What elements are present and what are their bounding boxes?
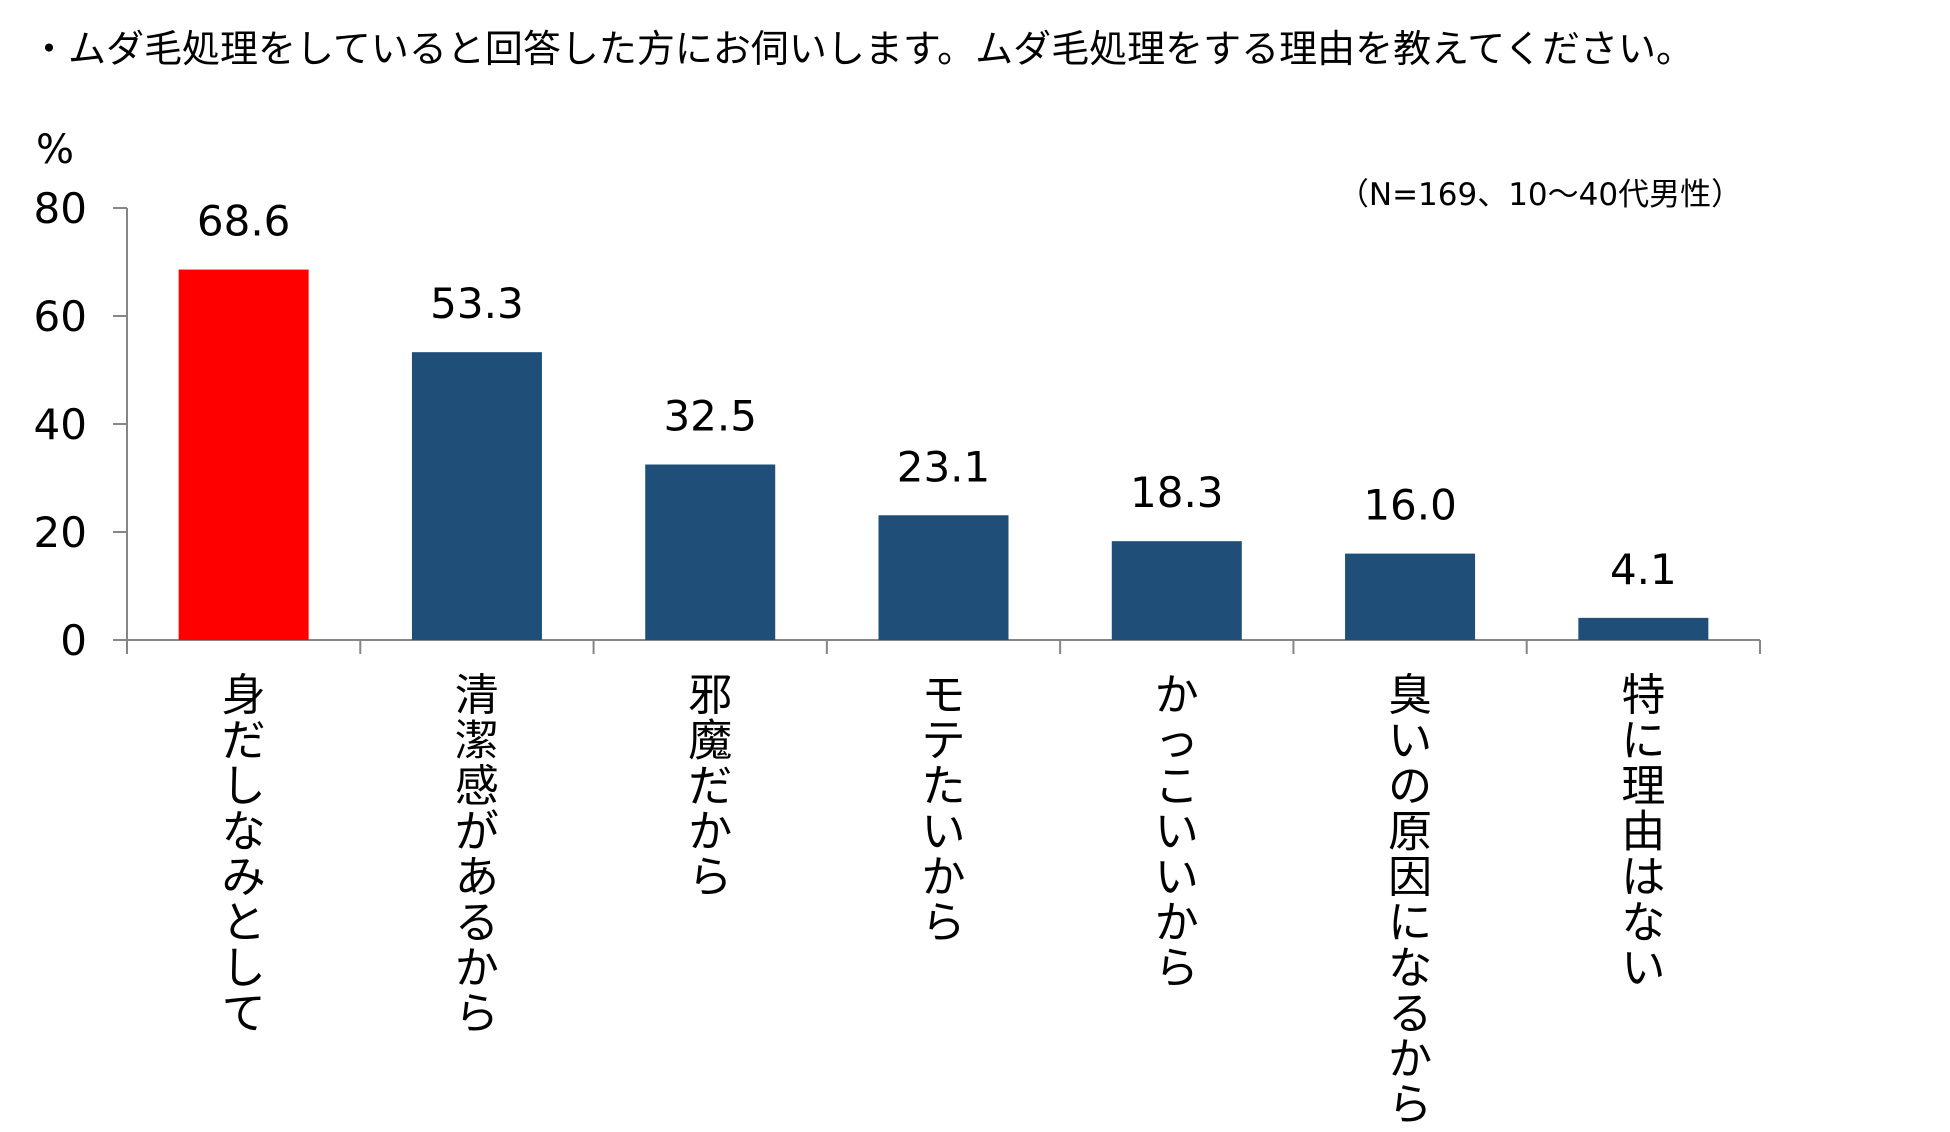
category-label: かっこいいから [1155,670,1199,994]
bar [878,515,1009,640]
y-axis: 0 20 40 60 80 [34,184,128,665]
data-label: 4.1 [1610,545,1677,594]
category-label: 邪魔だから [688,670,732,903]
data-label: 18.3 [1130,468,1224,517]
bar [1578,617,1709,640]
data-label: 68.6 [197,197,291,246]
bar [1345,553,1476,640]
y-tick-label: 60 [34,292,87,341]
category-label: 特に理由はない [1621,670,1665,994]
data-label: 16.0 [1363,481,1457,530]
data-label: 23.1 [897,442,991,491]
category-label: 身だしなみとして [222,670,266,1040]
x-axis [126,639,1761,654]
bar [178,269,309,640]
sample-note: （N=169、10～40代男性） [1338,177,1742,213]
value-labels: 68.6 53.3 32.5 23.1 18.3 16.0 4.1 [197,197,1677,594]
category-labels: 身だしなみとして 清潔感があるから 邪魔だから モテたいから かっこいいから 臭いの原因に… [222,670,1666,1131]
chart-title: ・ムダ毛処理をしていると回答した方にお伺いします。ムダ毛処理をする理由を教えてく… [30,27,1695,71]
bar [1111,541,1242,640]
category-label: 臭いの原因になるから [1388,670,1432,1131]
bars [178,269,1709,640]
y-tick-label: 80 [34,184,87,233]
data-label: 53.3 [430,279,524,328]
y-tick-label: 0 [60,616,87,665]
y-tick-label: 40 [34,400,87,449]
data-label: 32.5 [663,392,757,441]
bar [411,352,542,640]
bar [645,464,776,640]
y-tick-label: 20 [34,508,87,557]
category-label: モテたいから [922,670,966,949]
y-axis-unit-label: % [36,127,74,173]
category-label: 清潔感があるから [455,670,499,1040]
